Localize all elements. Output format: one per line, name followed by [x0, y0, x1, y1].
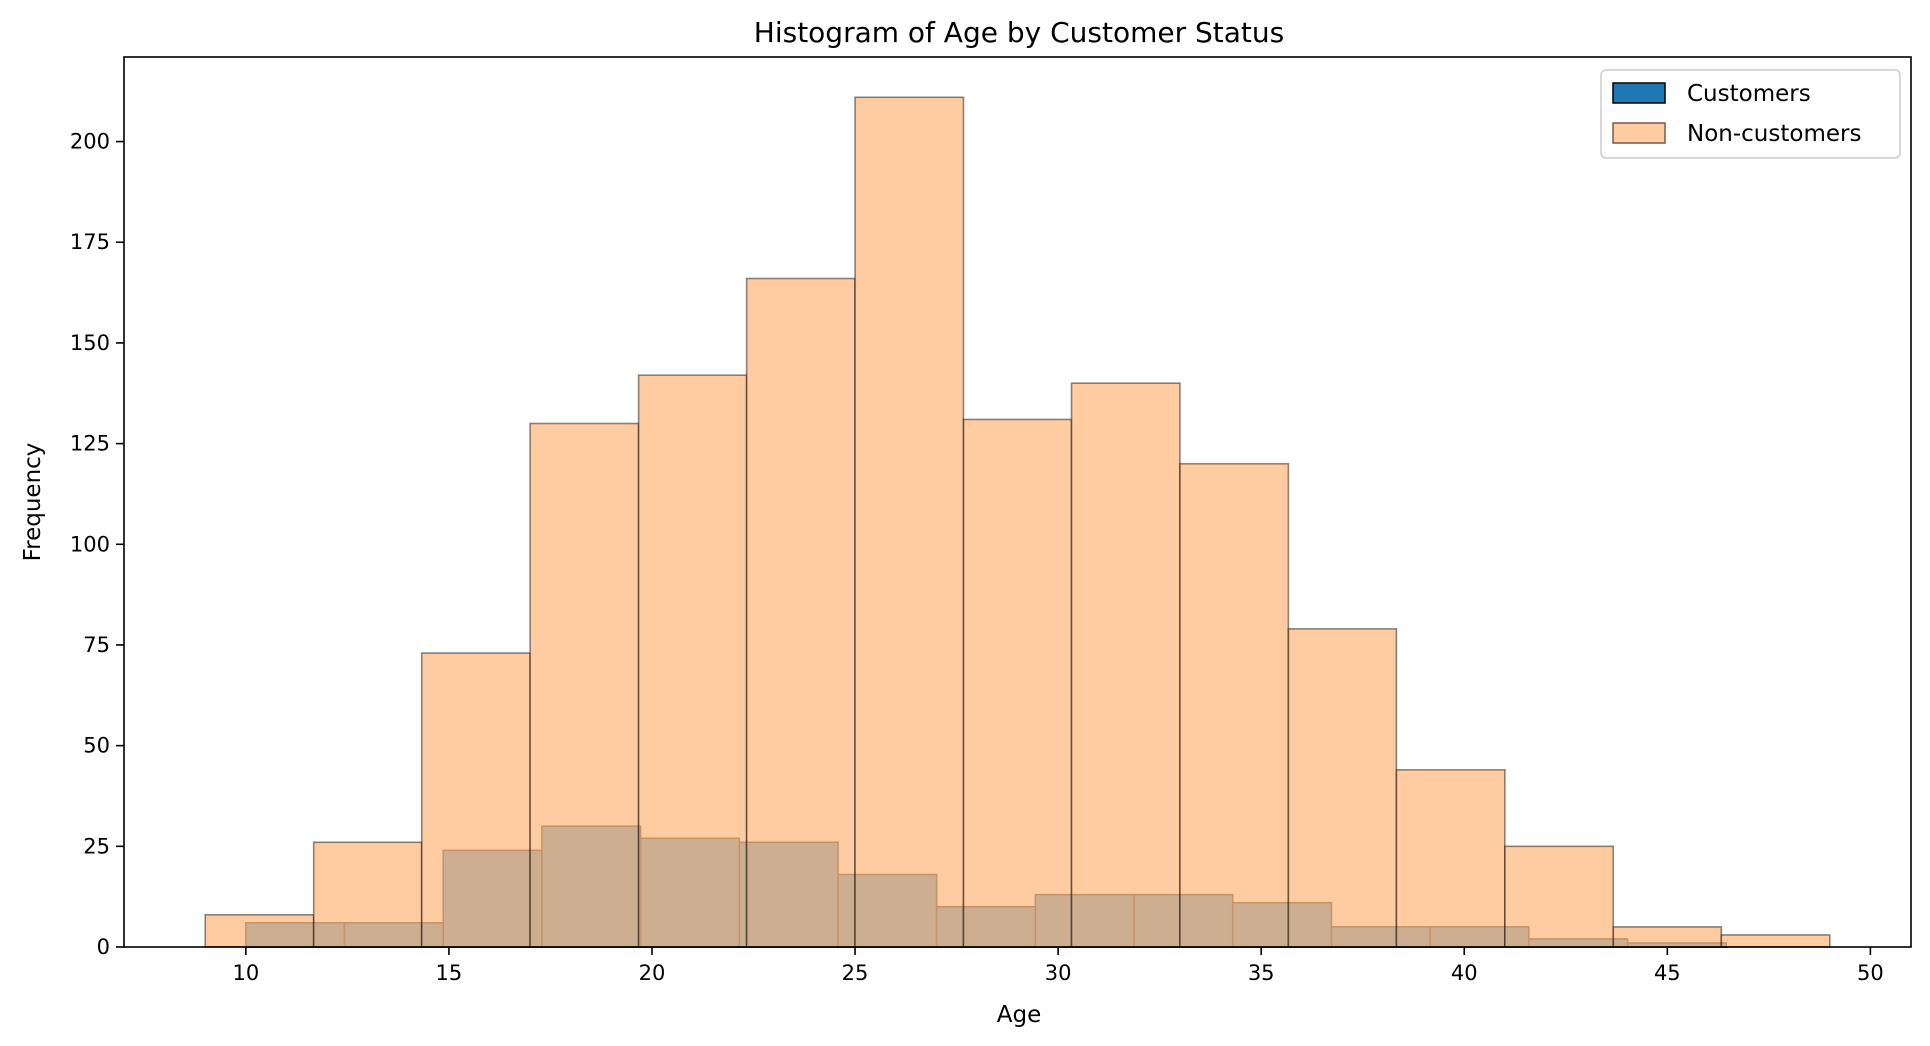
x-tick-label: 20: [639, 961, 666, 985]
x-axis-ticks: 10 15 20 25 30 35 40 45 50: [232, 947, 1884, 985]
non-customers-bars: [204, 96, 1831, 948]
non-customers-bar: [1720, 934, 1831, 948]
y-tick-label: 0: [97, 935, 110, 959]
x-axis-label: Age: [997, 1002, 1041, 1028]
non-customers-bar: [529, 422, 640, 948]
y-tick-label: 150: [70, 331, 110, 355]
x-tick-label: 30: [1045, 961, 1072, 985]
y-tick-label: 100: [70, 532, 110, 556]
non-customers-bar: [1287, 628, 1398, 948]
y-tick-label: 175: [70, 230, 110, 254]
y-tick-label: 125: [70, 432, 110, 456]
plot-area-frame: [123, 56, 1912, 948]
non-customers-bar: [312, 841, 423, 948]
x-tick-label: 40: [1451, 961, 1478, 985]
non-customers-bar: [1179, 462, 1290, 948]
y-tick-label: 25: [83, 834, 110, 858]
non-customers-bar: [637, 374, 748, 948]
y-axis-label: Frequency: [20, 443, 46, 562]
non-customers-bar: [962, 418, 1073, 948]
y-axis-ticks: 0 25 50 75 100 125 150 175 200: [70, 130, 124, 959]
non-customers-bar: [1504, 845, 1615, 948]
non-customers-bar: [1612, 926, 1723, 948]
y-tick-label: 50: [83, 734, 110, 758]
legend: Customers Non-customers: [1600, 69, 1901, 159]
legend-box: [1600, 69, 1901, 159]
legend-swatch-non-customers: [1612, 122, 1666, 144]
y-tick-label: 75: [83, 633, 110, 657]
x-tick-label: 50: [1857, 961, 1884, 985]
non-customers-bar: [1070, 382, 1181, 948]
x-tick-label: 25: [842, 961, 869, 985]
x-tick-label: 10: [232, 961, 259, 985]
non-customers-bar: [745, 277, 856, 948]
non-customers-bar: [420, 652, 531, 948]
x-tick-label: 15: [436, 961, 463, 985]
chart-title: Histogram of Age by Customer Status: [754, 16, 1284, 49]
non-customers-bar: [854, 96, 965, 948]
x-tick-label: 35: [1248, 961, 1275, 985]
legend-swatch-customers: [1612, 82, 1666, 104]
non-customers-bar: [1395, 769, 1506, 948]
legend-label-non-customers: Non-customers: [1687, 121, 1861, 147]
y-tick-label: 200: [70, 130, 110, 154]
x-tick-label: 45: [1654, 961, 1681, 985]
legend-label-customers: Customers: [1687, 81, 1811, 107]
non-customers-bar: [204, 913, 315, 948]
